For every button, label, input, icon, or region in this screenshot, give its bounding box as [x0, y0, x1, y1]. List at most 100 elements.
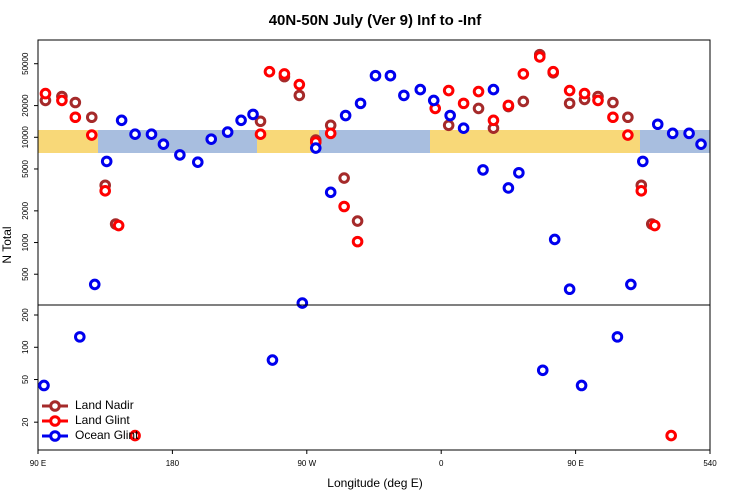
data-point — [263, 65, 276, 78]
data-point — [324, 127, 337, 140]
data-point — [548, 233, 561, 246]
data-point — [324, 186, 337, 199]
data-point — [427, 94, 440, 107]
data-point — [254, 115, 267, 128]
land-band — [430, 130, 640, 153]
y-tick-label: 500 — [21, 267, 30, 281]
data-point — [88, 278, 101, 291]
data-point — [547, 65, 560, 78]
data-point — [651, 118, 664, 131]
data-point — [56, 94, 68, 107]
y-tick-label: 100 — [21, 340, 30, 354]
land-band — [257, 130, 319, 153]
data-point — [622, 111, 634, 124]
x-tick-label: 0 — [439, 459, 444, 468]
data-point — [517, 95, 530, 108]
legend-label: Land Nadir — [75, 398, 134, 412]
data-point — [191, 156, 204, 168]
data-point — [648, 219, 661, 232]
data-point — [502, 182, 515, 194]
data-point — [247, 108, 259, 121]
data-point — [339, 109, 352, 122]
chart-title: 40N-50N July (Ver 9) Inf to -Inf — [269, 12, 483, 29]
data-point — [414, 83, 427, 96]
y-tick-label: 2000 — [21, 201, 30, 219]
data-point — [442, 119, 455, 132]
data-point — [278, 68, 291, 80]
data-point — [69, 111, 82, 124]
data-point — [74, 331, 86, 343]
data-point — [309, 142, 322, 154]
legend-label: Land Glint — [75, 413, 130, 427]
data-point — [293, 78, 306, 91]
data-point — [637, 155, 649, 168]
data-point — [69, 96, 82, 109]
data-point — [205, 133, 218, 145]
data-point — [472, 102, 485, 115]
data-point — [174, 149, 186, 161]
x-tick-label: 90 E — [30, 459, 46, 468]
data-point — [607, 96, 619, 109]
data-point — [235, 114, 247, 127]
data-point — [536, 364, 549, 377]
data-point — [112, 219, 125, 232]
data-point — [563, 97, 576, 110]
data-point — [100, 155, 113, 168]
data-point — [487, 114, 500, 127]
data-point — [666, 127, 679, 140]
data-point — [369, 69, 382, 82]
data-point — [575, 379, 588, 392]
data-point — [221, 126, 234, 138]
data-point — [145, 128, 158, 140]
data-point — [502, 99, 515, 112]
x-tick-label: 180 — [166, 459, 180, 468]
data-point — [157, 138, 170, 150]
data-point — [563, 84, 576, 97]
data-point — [533, 51, 546, 63]
data-point — [517, 68, 530, 80]
data-point — [457, 122, 470, 134]
data-point — [444, 109, 456, 122]
data-point — [578, 87, 591, 100]
data-point — [338, 172, 350, 184]
legend-marker — [49, 415, 61, 427]
x-tick-label: 540 — [703, 459, 717, 468]
y-tick-label: 10000 — [21, 126, 30, 149]
x-tick-label: 90 E — [567, 459, 583, 468]
data-point — [513, 166, 525, 179]
y-tick-label: 50000 — [21, 52, 30, 75]
data-point — [398, 89, 410, 102]
y-tick-label: 5000 — [21, 160, 30, 178]
data-point — [563, 283, 576, 296]
data-point — [384, 69, 397, 82]
data-point — [351, 235, 364, 248]
data-point — [622, 129, 634, 141]
data-point — [635, 185, 648, 197]
data-point — [607, 111, 619, 124]
data-point — [354, 97, 367, 110]
data-point — [592, 94, 604, 107]
y-tick-label: 20000 — [21, 94, 30, 117]
data-point — [611, 331, 624, 343]
data-point — [129, 128, 141, 140]
data-point — [625, 278, 637, 291]
data-point — [457, 97, 470, 110]
legend-marker — [49, 430, 61, 442]
data-point — [338, 200, 350, 213]
data-point — [254, 128, 267, 140]
map-band — [38, 130, 710, 153]
data-point — [99, 185, 111, 197]
data-point — [442, 84, 455, 97]
y-tick-label: 1000 — [21, 233, 30, 251]
data-point — [39, 87, 52, 100]
data-point — [487, 83, 500, 96]
data-point — [266, 354, 279, 366]
data-point — [293, 89, 306, 102]
data-point — [129, 429, 141, 442]
data-point — [38, 379, 50, 392]
x-tick-label: 90 W — [297, 459, 316, 468]
data-point — [665, 429, 677, 442]
x-axis-label: Longitude (deg E) — [327, 476, 422, 490]
